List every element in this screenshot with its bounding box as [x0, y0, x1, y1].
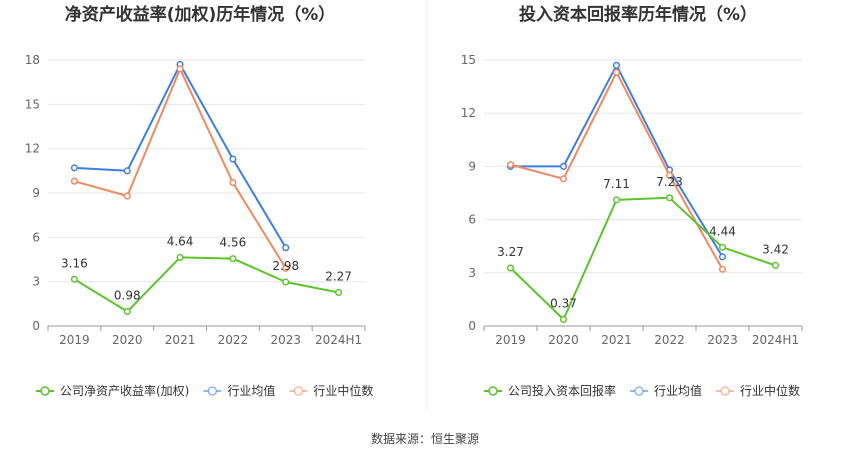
data-label: 3.42 — [762, 242, 789, 256]
data-point-company[interactable] — [559, 315, 568, 323]
legend-swatch-marker — [293, 386, 304, 396]
legend-item-company[interactable]: 公司投入资本回报率 — [484, 383, 616, 398]
legend-label: 行业均值 — [654, 383, 702, 398]
data-point-company[interactable] — [506, 264, 515, 272]
legend-swatch-marker — [488, 386, 498, 396]
y-tick-label: 9 — [468, 159, 476, 173]
data-source: 数据来源：恒生聚源 — [371, 431, 479, 446]
data-point-median[interactable] — [665, 171, 674, 179]
x-tick-label: 2022 — [654, 333, 685, 347]
y-tick-label: 0 — [32, 319, 40, 333]
y-tick-label: 12 — [25, 142, 40, 156]
legend-label: 公司净资产收益率(加权) — [60, 383, 189, 398]
data-point-median[interactable] — [506, 161, 515, 169]
x-tick-label: 2021 — [601, 333, 632, 347]
data-label: 0.37 — [550, 296, 577, 310]
data-point-median[interactable] — [718, 265, 727, 273]
legend-label: 行业中位数 — [740, 383, 800, 398]
data-point-company[interactable] — [176, 253, 184, 261]
legend-swatch-marker — [720, 386, 730, 396]
data-label: 7.11 — [603, 177, 630, 191]
roic-chart: 投入资本回报率历年情况（%） 0 3 6 9 12 15 2019 2020 2021 2022 20… — [461, 4, 803, 398]
series-line-company — [509, 196, 776, 321]
data-point-avg[interactable] — [123, 167, 131, 175]
series-line-avg — [510, 64, 724, 258]
legend-swatch-marker — [40, 386, 50, 396]
legend-item-avg[interactable]: 行业均值 — [203, 383, 275, 398]
x-tick-label: 2020 — [548, 333, 579, 347]
data-label: 3.27 — [497, 245, 524, 259]
legend-item-company[interactable]: 公司净资产收益率(加权) — [36, 383, 189, 398]
y-tick-label: 6 — [32, 230, 40, 244]
data-point-median[interactable] — [176, 65, 184, 73]
y-tick-label: 3 — [468, 266, 476, 280]
roe-chart: 净资产收益率(加权)历年情况（%） 0 3 6 9 12 15 18 2019 2020 2021 2… — [25, 4, 374, 398]
data-point-company[interactable] — [612, 196, 621, 204]
data-label: 2.98 — [272, 259, 299, 273]
legend-swatch-marker — [207, 386, 218, 396]
data-point-median[interactable] — [229, 179, 237, 187]
legend-label: 行业均值 — [227, 383, 275, 398]
data-label: 4.44 — [709, 224, 736, 238]
data-point-company[interactable] — [665, 194, 674, 202]
data-point-company[interactable] — [282, 278, 290, 286]
data-label: 7.23 — [656, 175, 683, 189]
data-point-company[interactable] — [718, 243, 727, 251]
data-point-median[interactable] — [123, 192, 131, 200]
legend-item-median[interactable]: 行业中位数 — [289, 383, 373, 398]
y-tick-label: 15 — [25, 97, 40, 111]
y-tick-label: 0 — [468, 319, 476, 333]
y-tick-label: 9 — [32, 186, 40, 200]
data-label: 2.27 — [325, 269, 352, 283]
y-tick-label: 18 — [25, 53, 40, 67]
series-line-median — [510, 71, 724, 270]
x-tick-label: 2019 — [59, 333, 90, 347]
data-point-company[interactable] — [70, 275, 78, 283]
data-point-median[interactable] — [612, 68, 621, 76]
data-point-avg[interactable] — [559, 162, 568, 170]
data-point-avg[interactable] — [718, 253, 727, 261]
series-line-avg — [74, 63, 287, 249]
data-point-company[interactable] — [123, 307, 131, 316]
series-line-company — [73, 256, 339, 313]
x-tick-label: 2020 — [112, 333, 143, 347]
legend-swatch-marker — [634, 386, 644, 396]
x-tick-label: 2024H1 — [752, 333, 799, 347]
data-point-median[interactable] — [559, 175, 568, 183]
legend-item-median[interactable]: 行业中位数 — [716, 383, 800, 398]
x-tick-label: 2022 — [218, 333, 249, 347]
x-tick-label: 2021 — [165, 333, 196, 347]
y-tick-label: 15 — [461, 53, 476, 67]
x-tick-label: 2023 — [270, 333, 301, 347]
chart-title: 净资产收益率(加权)历年情况（%） — [65, 4, 336, 25]
y-tick-label: 12 — [461, 106, 476, 120]
data-point-avg[interactable] — [282, 244, 290, 252]
data-label: 4.64 — [167, 234, 194, 248]
data-point-avg[interactable] — [612, 61, 621, 69]
y-tick-label: 6 — [468, 213, 476, 227]
data-point-median[interactable] — [70, 177, 78, 185]
x-tick-label: 2019 — [495, 333, 526, 347]
data-point-company[interactable] — [335, 288, 343, 297]
data-point-company[interactable] — [771, 261, 780, 269]
data-label: 0.98 — [114, 289, 141, 303]
data-point-avg[interactable] — [229, 155, 237, 163]
data-point-company[interactable] — [229, 255, 237, 263]
chart-title: 投入资本回报率历年情况（%） — [519, 4, 757, 25]
x-tick-label: 2023 — [707, 333, 738, 347]
data-point-median[interactable] — [282, 264, 290, 272]
y-tick-label: 3 — [32, 275, 40, 289]
x-tick-label: 2024H1 — [315, 333, 362, 347]
data-label: 3.16 — [61, 256, 88, 270]
legend-item-avg[interactable]: 行业均值 — [630, 383, 702, 398]
legend-label: 行业中位数 — [313, 383, 373, 398]
legend-label: 公司投入资本回报率 — [508, 383, 616, 398]
data-point-avg[interactable] — [70, 164, 78, 172]
data-label: 4.56 — [220, 236, 247, 250]
